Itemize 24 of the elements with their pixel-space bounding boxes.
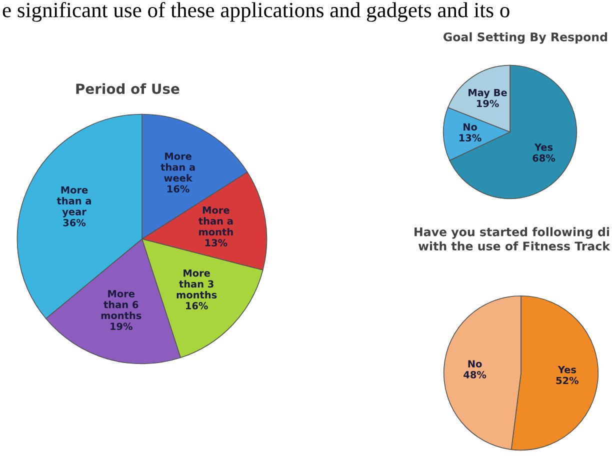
- data-label: 16%: [168, 185, 190, 193]
- chart-title: Period of Use: [76, 83, 180, 94]
- slice-label: More than 3 months: [176, 270, 217, 299]
- slice-label: May Be: [468, 88, 507, 98]
- slice-label: Yes: [558, 366, 576, 374]
- chart-title: Goal Setting By Respond: [444, 32, 608, 44]
- slice-label: No: [468, 360, 482, 368]
- data-label: 13%: [459, 134, 482, 142]
- data-label: 16%: [186, 302, 208, 310]
- chart-title: Have you started following di with the use of Fitness Track: [414, 227, 610, 251]
- data-label: 13%: [205, 239, 228, 246]
- slice-label: More than 6 months: [101, 290, 142, 320]
- slice-label: No: [464, 123, 478, 131]
- data-label: 48%: [464, 371, 486, 378]
- data-label: 52%: [556, 376, 579, 384]
- slice-label: More than a year: [56, 186, 91, 218]
- data-label: 19%: [110, 322, 132, 330]
- data-label: 36%: [63, 218, 86, 226]
- slice-label: More than a week: [160, 152, 195, 182]
- data-label: 68%: [532, 154, 556, 162]
- text: e significant use of these applications and gadgets and its o: [2, 2, 510, 22]
- data-label: 19%: [476, 100, 499, 108]
- slice-label: Yes: [534, 144, 553, 151]
- slice-label: More than a month: [198, 206, 233, 236]
